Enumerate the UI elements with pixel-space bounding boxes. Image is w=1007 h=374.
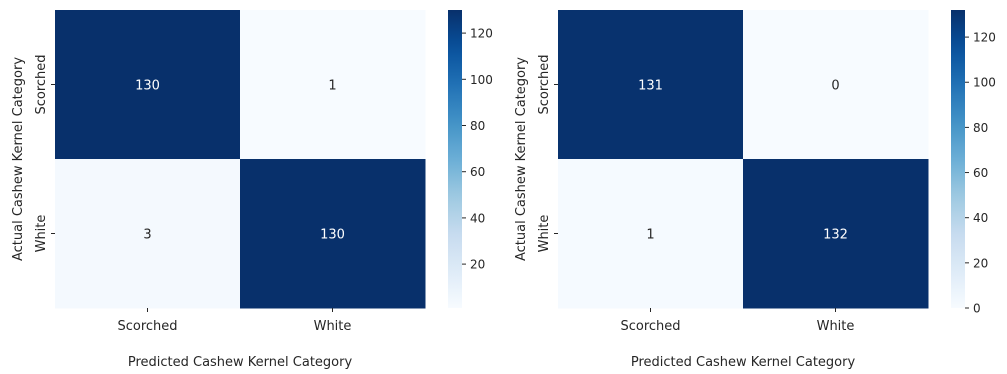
cell-value-label: 131 [638, 79, 663, 94]
colorbar-tick-label: 60 [973, 166, 988, 180]
heatmap-cell [743, 159, 929, 309]
x-tick-label: Scorched [620, 319, 680, 334]
y-tick-label: Scorched [537, 54, 552, 114]
colorbar-tick-label: 120 [973, 31, 996, 45]
x-axis-label: Predicted Cashew Kernel Category [631, 355, 856, 370]
x-tick-label: White [817, 319, 855, 334]
cell-value-label: 1 [328, 79, 336, 94]
colorbar-tick-label: 60 [470, 165, 485, 179]
cell-value-label: 132 [823, 228, 848, 243]
heatmap-cell [55, 159, 241, 309]
heatmap-cell [240, 159, 426, 309]
y-tick-label: White [34, 215, 49, 253]
colorbar [448, 10, 462, 308]
heatmap-cell [55, 10, 241, 160]
colorbar-tick-label: 40 [973, 211, 988, 225]
colorbar-tick-label: 100 [470, 73, 493, 87]
cell-value-label: 130 [320, 228, 345, 243]
cell-value-label: 0 [831, 79, 839, 94]
y-tick-label: White [537, 215, 552, 253]
colorbar-tick-label: 100 [973, 76, 996, 90]
y-axis-label: Actual Cashew Kernel Category [514, 57, 529, 261]
heatmap-cell [743, 10, 929, 160]
colorbar-tick-label: 80 [470, 119, 485, 133]
colorbar-tick-label: 20 [470, 258, 485, 272]
colorbar-tick-label: 120 [470, 27, 493, 41]
y-axis-label: Actual Cashew Kernel Category [11, 57, 26, 261]
heatmap-panel-1: 130 1 3 130 Scorched White Scorched White Predic… [11, 10, 493, 370]
colorbar-tick-label: 80 [973, 121, 988, 135]
colorbar-tick-label: 0 [973, 302, 981, 316]
y-tick-label: Scorched [34, 54, 49, 114]
cell-value-label: 3 [143, 228, 151, 243]
cell-value-label: 130 [135, 79, 160, 94]
cell-value-label: 1 [646, 228, 654, 243]
colorbar-tick-label: 40 [470, 211, 485, 225]
heatmap-cell [558, 159, 744, 309]
colorbar [951, 10, 965, 308]
x-tick-label: White [314, 319, 352, 334]
x-tick-label: Scorched [117, 319, 177, 334]
heatmap-cell [558, 10, 744, 160]
colorbar-tick-label: 20 [973, 256, 988, 270]
heatmap-cell [240, 10, 426, 160]
heatmap-panel-2: 131 0 1 132 Scorched White Scorched White Predic… [514, 10, 996, 370]
x-axis-label: Predicted Cashew Kernel Category [128, 355, 353, 370]
